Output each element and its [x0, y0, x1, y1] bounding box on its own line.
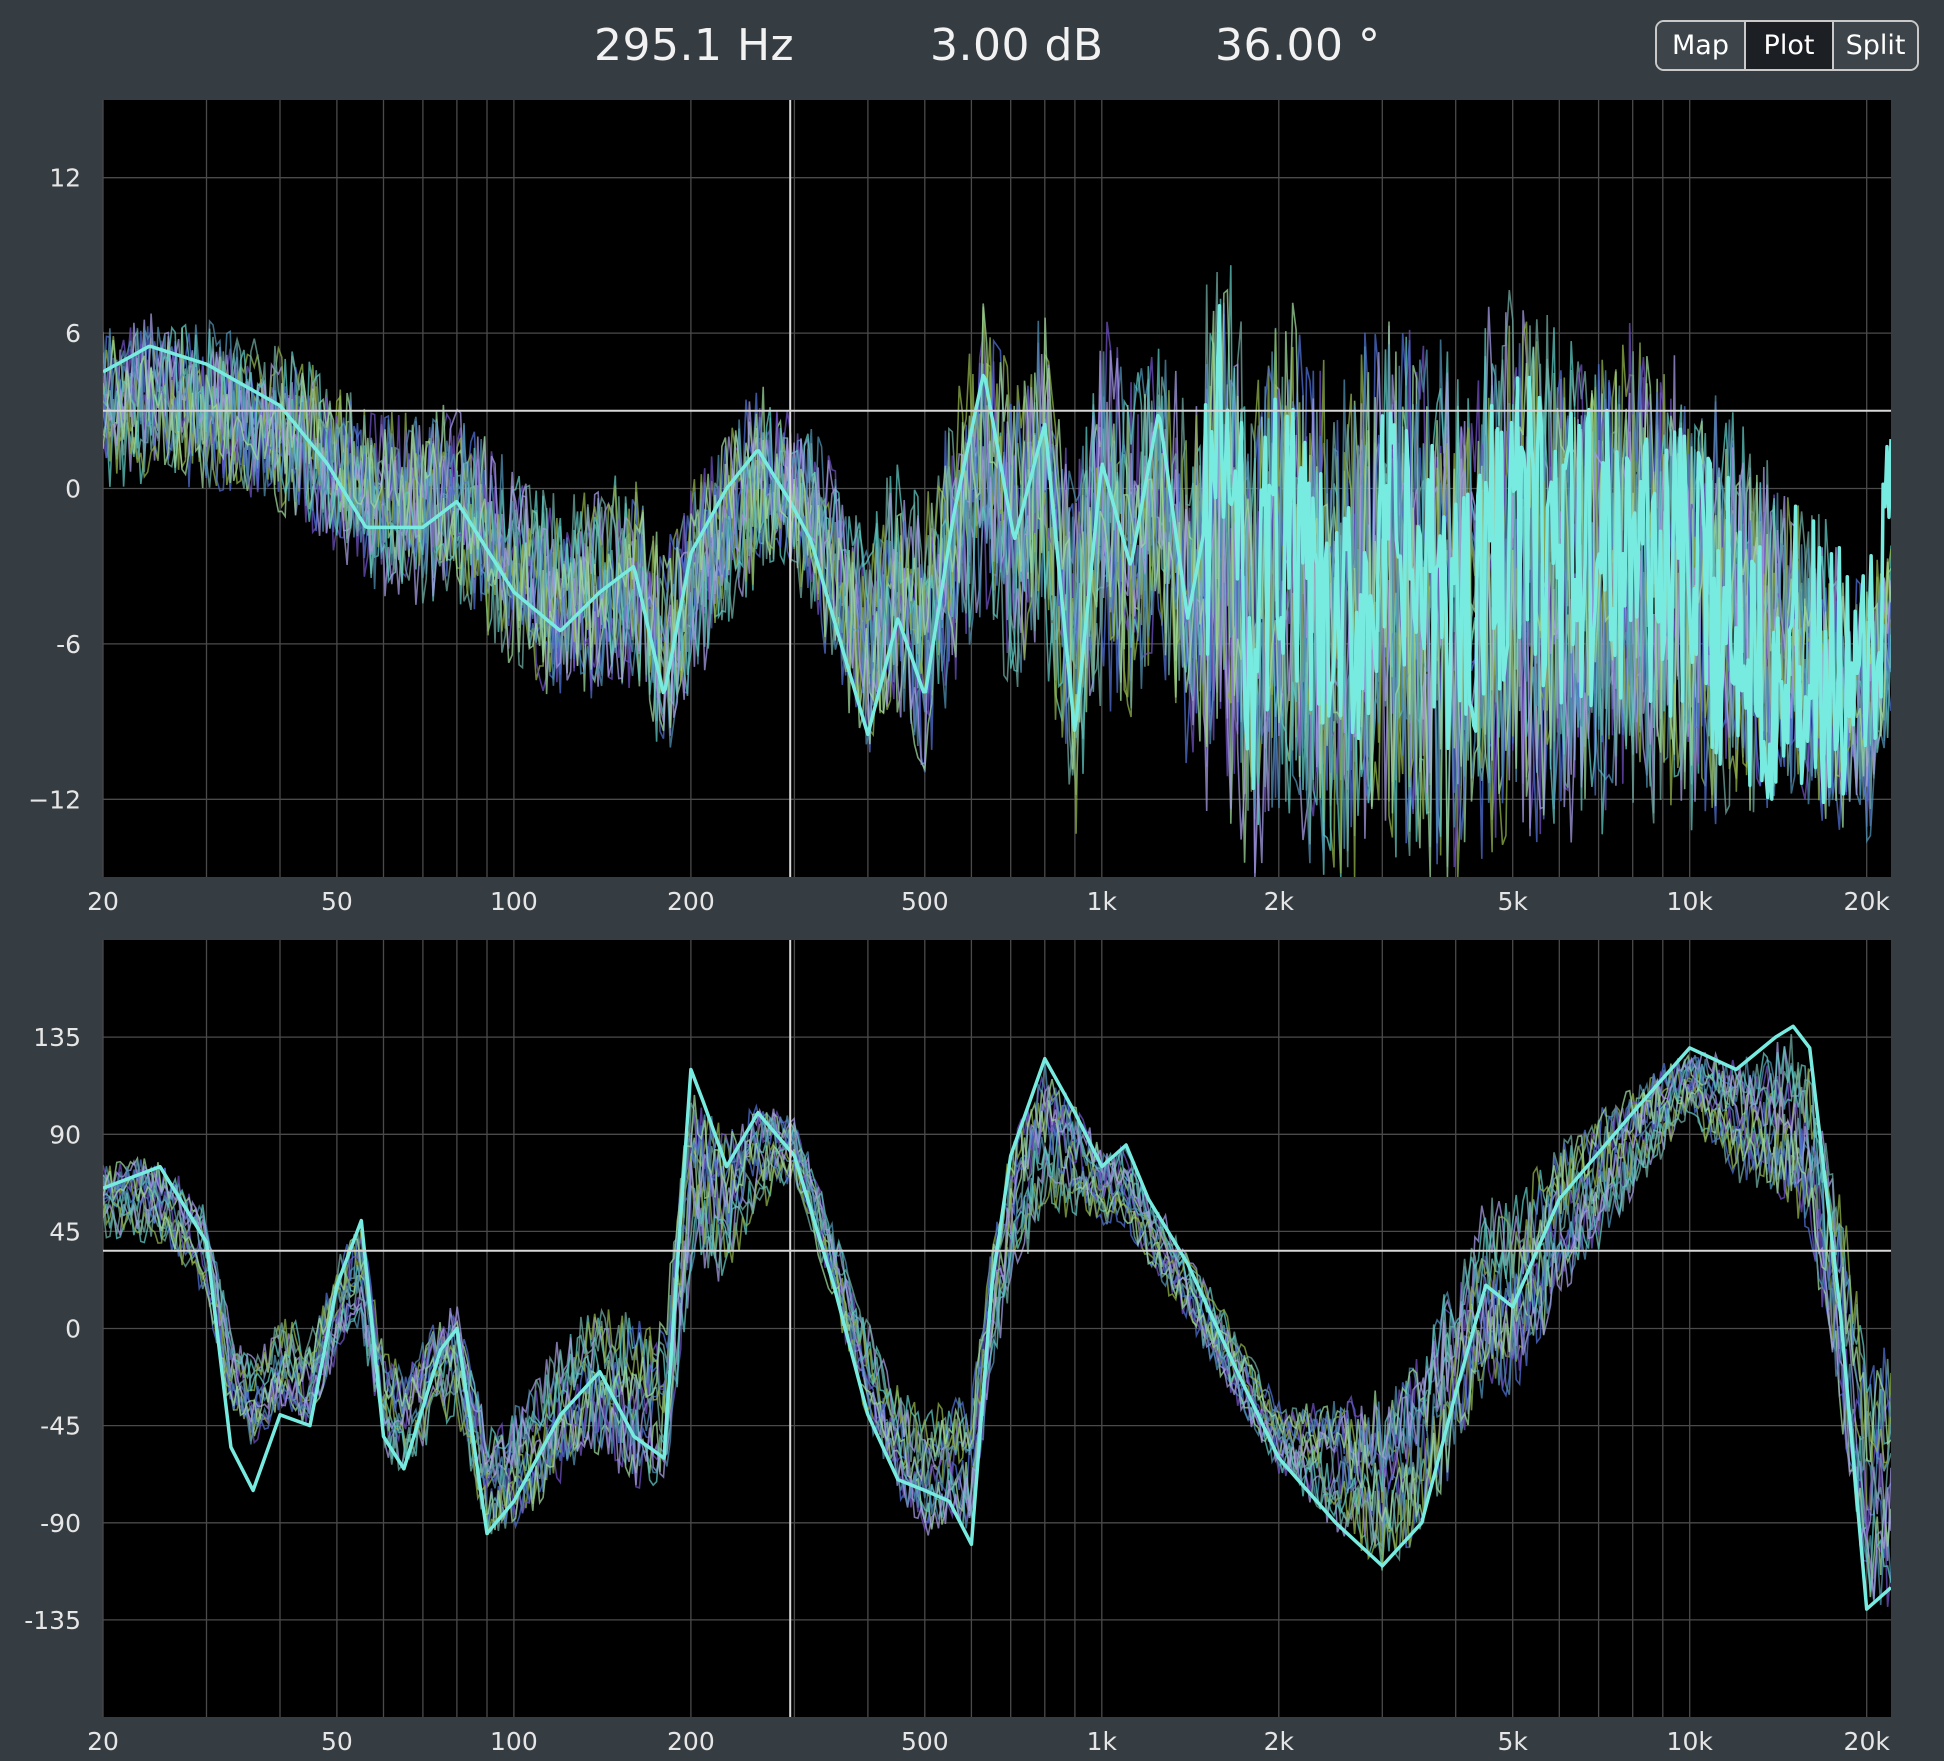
x-tick-label: 5k: [1498, 887, 1529, 916]
view-toggle: Map Plot Split: [1655, 20, 1919, 71]
measurement-trace: [103, 1056, 1891, 1605]
magnitude-traces: [103, 265, 1891, 877]
y-tick-label: -6: [56, 630, 81, 659]
y-tick-label: -135: [24, 1606, 81, 1635]
split-button[interactable]: Split: [1832, 22, 1917, 69]
y-tick-label: 45: [49, 1217, 81, 1246]
x-tick-label: 500: [901, 1727, 949, 1756]
y-tick-label: −12: [28, 785, 81, 814]
x-tick-label: 10k: [1667, 1727, 1714, 1756]
plot-button[interactable]: Plot: [1744, 22, 1832, 69]
highlight-trace: [103, 1024, 1891, 1611]
y-tick-label: 12: [49, 164, 81, 193]
phase-plot: 20 50 100 200 500 1k 2k 5k 10k 20k 135 90 45 0 -45 -90 -…: [24, 940, 1891, 1756]
x-tick-label: 200: [667, 1727, 715, 1756]
measurement-trace: [103, 1046, 1891, 1592]
x-tick-label: 20: [87, 1727, 119, 1756]
x-tick-label: 200: [667, 887, 715, 916]
y-tick-label: 0: [65, 1315, 81, 1344]
x-tick-label: 20k: [1844, 887, 1891, 916]
y-tick-label: 135: [33, 1023, 81, 1052]
x-tick-label: 1k: [1087, 1727, 1118, 1756]
highlight-trace: [103, 303, 1891, 805]
x-tick-label: 2k: [1264, 1727, 1295, 1756]
measurement-trace: [103, 1060, 1891, 1540]
measurement-trace: [103, 1050, 1891, 1600]
x-tick-label: 1k: [1087, 887, 1118, 916]
magnitude-plot: 20 50 100 200 500 1k 2k 5k 10k 20k 12 6 0 -6 −12: [28, 100, 1891, 916]
frequency-readout: 295.1 Hz: [594, 20, 795, 71]
measurement-trace: [103, 288, 1891, 877]
measurement-trace: [103, 1053, 1891, 1598]
x-tick-label: 5k: [1498, 1727, 1529, 1756]
angle-readout: 36.00 °: [1215, 20, 1381, 71]
gain-readout: 3.00 dB: [930, 20, 1104, 71]
y-tick-label: -90: [40, 1509, 81, 1538]
x-tick-label: 100: [490, 887, 538, 916]
map-button[interactable]: Map: [1657, 22, 1744, 69]
x-tick-label: 100: [490, 1727, 538, 1756]
x-tick-label: 20: [87, 887, 119, 916]
x-tick-label: 20k: [1844, 1727, 1891, 1756]
measurement-trace: [103, 298, 1891, 851]
x-tick-label: 500: [901, 887, 949, 916]
x-tick-label: 50: [321, 1727, 353, 1756]
y-tick-label: 0: [65, 475, 81, 504]
y-tick-label: 90: [49, 1120, 81, 1149]
y-tick-label: 6: [65, 319, 81, 348]
y-tick-label: -45: [40, 1412, 81, 1441]
x-tick-label: 2k: [1264, 887, 1295, 916]
x-tick-label: 10k: [1667, 887, 1714, 916]
x-tick-label: 50: [321, 887, 353, 916]
